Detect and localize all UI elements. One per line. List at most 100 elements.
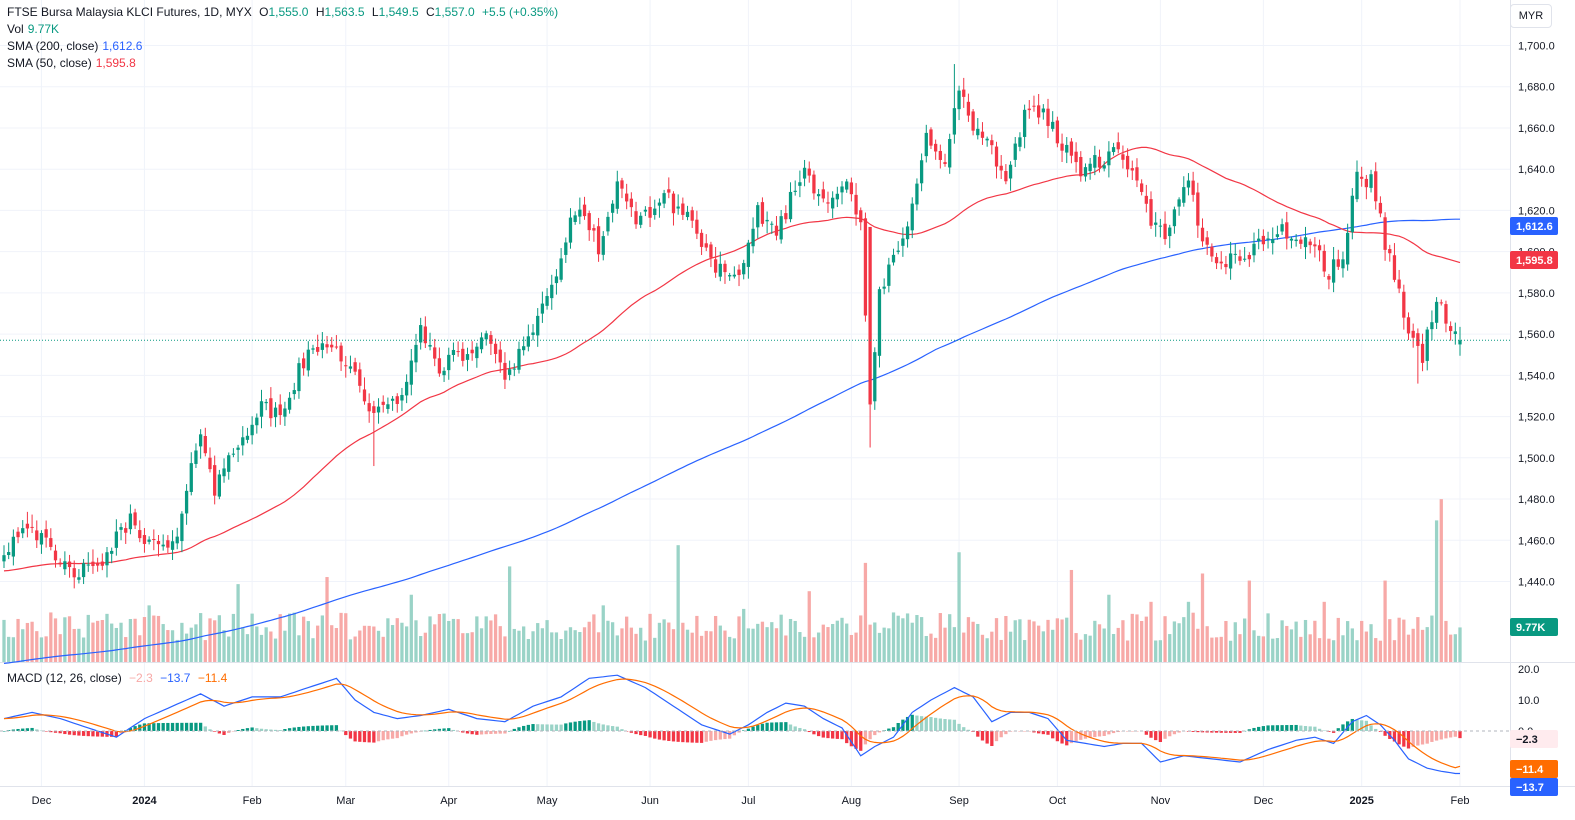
candle-body: [564, 242, 568, 255]
candle-body: [601, 236, 605, 255]
candle-body: [578, 209, 582, 217]
candle-body: [1308, 241, 1312, 246]
volume-bar: [835, 620, 839, 662]
macd-histogram-bar: [709, 731, 713, 741]
volume-bar: [957, 552, 961, 662]
macd-histogram-bar: [184, 722, 189, 731]
macd-histogram-bar: [278, 730, 282, 731]
volume-legend[interactable]: Vol 9.77K: [7, 21, 63, 38]
candle-body: [447, 354, 451, 371]
volume-bar: [489, 620, 493, 662]
volume-bar: [779, 614, 783, 662]
macd-histogram-bar: [423, 730, 427, 732]
candle-body: [236, 447, 240, 450]
candle-body: [409, 360, 413, 385]
candle-body: [231, 453, 236, 455]
volume-bar: [203, 640, 207, 662]
volume-bar: [1130, 613, 1134, 662]
candle-body: [1191, 180, 1195, 195]
macd-histogram-bar: [339, 730, 343, 732]
candle-body: [873, 352, 877, 402]
volume-bar: [760, 621, 765, 662]
price-tick-label: 1,440.0: [1518, 577, 1555, 589]
volume-bar: [662, 619, 666, 662]
macd-histogram-bar: [980, 731, 985, 741]
candle-body: [1200, 227, 1205, 242]
close-value: 1,557.0: [434, 5, 475, 19]
candle-body: [105, 552, 109, 566]
volume-bar: [344, 613, 348, 662]
candle-body: [1261, 235, 1266, 245]
candle-body: [81, 563, 86, 578]
volume-bar: [873, 622, 877, 662]
candle-body: [877, 289, 882, 356]
volume-bar: [699, 635, 704, 662]
macd-histogram-bar: [976, 731, 980, 737]
time-tick-label: May: [537, 795, 558, 807]
candle-body: [596, 226, 601, 255]
macd-histogram-bar: [311, 725, 315, 731]
time-tick-label: Nov: [1151, 795, 1171, 807]
volume-bar: [1004, 615, 1008, 662]
macd-histogram-bar: [86, 731, 90, 737]
volume-bar: [217, 615, 221, 662]
candle-body: [1219, 261, 1223, 264]
macd-legend[interactable]: MACD (12, 26, close) −2.3 −13.7 −11.4: [7, 670, 231, 687]
candle-body: [278, 404, 282, 416]
candle-body: [1074, 151, 1078, 163]
candle-body: [1434, 301, 1439, 323]
sma200-legend[interactable]: SMA (200, close) 1,612.6: [7, 38, 146, 55]
macd-histogram-bar: [49, 731, 53, 733]
macd-histogram-bar: [522, 725, 526, 731]
volume-bar: [1191, 612, 1195, 662]
macd-histogram-bar: [1004, 731, 1008, 735]
macd-histogram-bar: [667, 731, 671, 741]
candle-body: [7, 552, 11, 556]
candle-body: [540, 303, 545, 314]
macd-histogram-bar: [957, 723, 961, 731]
volume-bar: [147, 605, 151, 662]
sma200-axis-label-bg: [1510, 217, 1558, 235]
macd-histogram-bar: [1313, 726, 1317, 731]
candle-body: [175, 536, 179, 544]
volume-bar: [1406, 634, 1411, 662]
volume-bar: [620, 628, 624, 662]
macd-histogram-bar: [962, 727, 966, 731]
candle-body: [1397, 279, 1401, 289]
volume-bar: [938, 613, 942, 662]
price-tick-label: 1,700.0: [1518, 41, 1555, 53]
macd-histogram-bar: [868, 731, 872, 740]
candle-body: [713, 259, 718, 273]
sma200-axis-label: 1,612.6: [1510, 217, 1558, 235]
price-axis[interactable]: 1,700.01,680.01,660.01,640.01,620.01,600…: [1518, 41, 1555, 739]
macd-histogram-bar: [264, 729, 268, 731]
volume-bar: [110, 623, 114, 662]
macd-histogram-bar: [1018, 731, 1022, 732]
candle-body: [615, 181, 619, 209]
time-axis[interactable]: Dec 2024 Feb Mar Apr May Jun Jul Aug Sep Oct Nov Dec…: [32, 795, 1470, 807]
volume-bar: [943, 627, 947, 662]
volume-bar: [1243, 618, 1247, 662]
volume-bar: [1285, 625, 1289, 662]
volume-bar: [868, 624, 872, 662]
volume-bar: [877, 632, 882, 662]
time-tick-label: Jun: [641, 795, 659, 807]
candle-body: [11, 536, 16, 557]
macd-histogram-bar: [25, 728, 30, 731]
macd-histogram-bar: [194, 722, 198, 731]
macd-histogram-bar: [395, 731, 399, 739]
volume-bar: [601, 605, 605, 662]
candle-body: [1055, 120, 1060, 144]
candle-body: [671, 193, 676, 214]
currency-button[interactable]: MYR: [1510, 4, 1552, 28]
sma50-legend[interactable]: SMA (50, close) 1,595.8: [7, 55, 140, 72]
candle-body: [760, 202, 765, 224]
candle-body: [891, 254, 896, 263]
volume-bar: [849, 634, 854, 662]
macd-histogram-bar: [1079, 731, 1083, 740]
macd-histogram-bar: [531, 724, 535, 731]
macd-histogram-bar: [414, 731, 418, 733]
candle-body: [1322, 250, 1326, 272]
symbol-legend[interactable]: FTSE Bursa Malaysia KLCI Futures, 1D, MY…: [7, 4, 562, 21]
